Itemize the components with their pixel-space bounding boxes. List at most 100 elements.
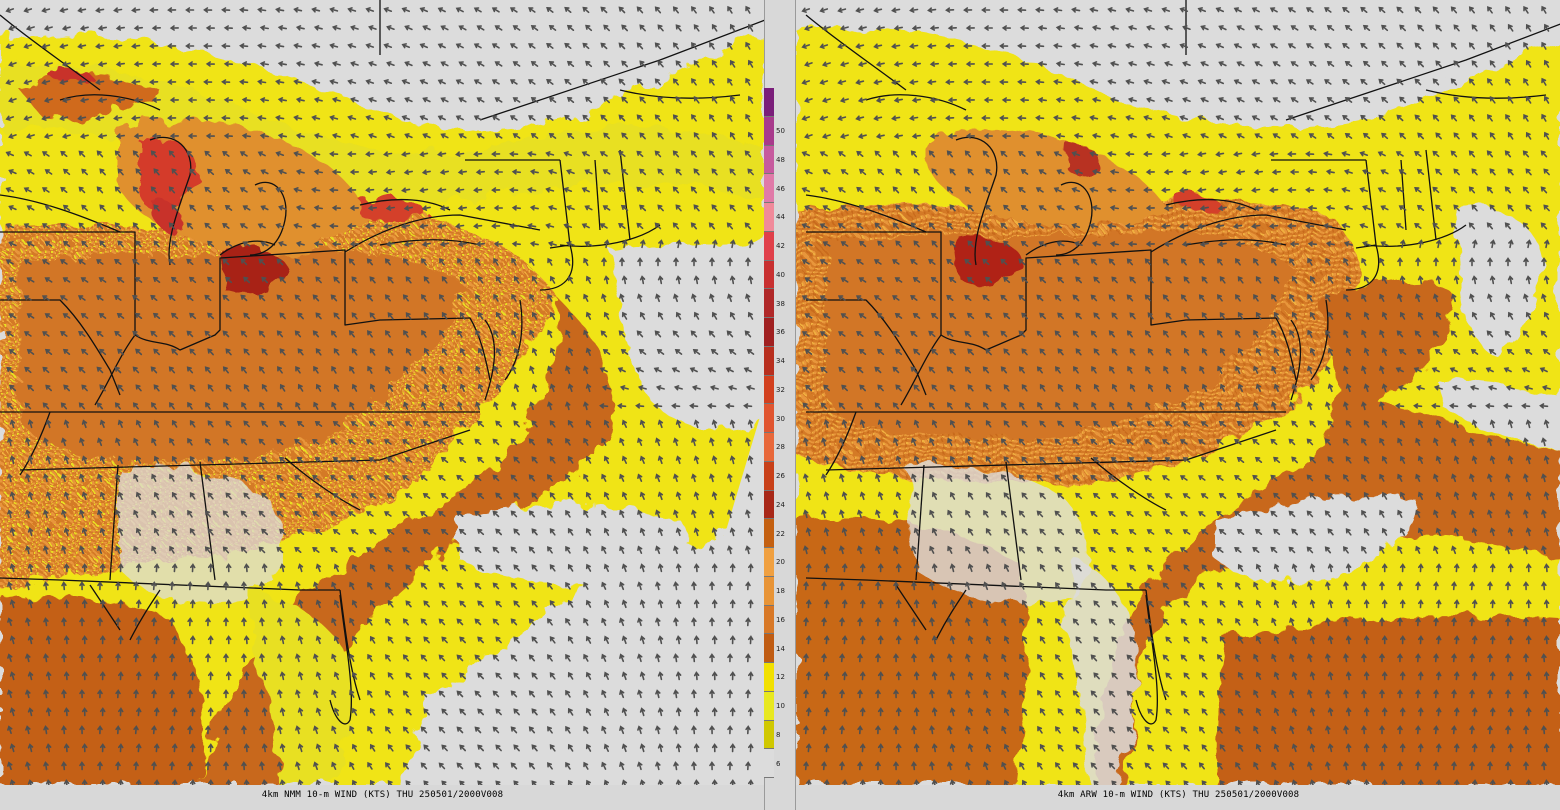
- wind-arrow: [1181, 365, 1187, 374]
- wind-arrow: [530, 133, 539, 139]
- wind-arrow: [1327, 707, 1334, 717]
- wind-arrow: [1525, 491, 1532, 501]
- wind-arrow: [637, 437, 643, 446]
- wind-arrow: [313, 689, 319, 699]
- wind-arrow: [1273, 635, 1279, 644]
- wind-arrow: [297, 671, 304, 681]
- wind-arrow: [672, 186, 680, 194]
- wind-arrow: [693, 527, 700, 537]
- wind-arrow: [657, 707, 664, 717]
- wind-arrow: [1145, 205, 1155, 211]
- wind-arrow: [1507, 563, 1514, 573]
- wind-arrow: [205, 653, 211, 663]
- wind-arrow: [1435, 527, 1442, 536]
- wind-arrow: [153, 348, 160, 356]
- wind-arrow: [1057, 312, 1064, 320]
- wind-arrow: [893, 545, 899, 555]
- wind-arrow: [603, 527, 610, 536]
- wind-arrow: [1325, 169, 1335, 175]
- wind-arrow: [135, 384, 142, 392]
- wind-arrow: [1508, 239, 1514, 249]
- wind-arrow: [1253, 653, 1259, 662]
- wind-arrow: [495, 420, 502, 428]
- wind-arrow: [1291, 492, 1298, 500]
- wind-arrow: [1109, 25, 1119, 31]
- wind-arrow: [839, 761, 845, 771]
- wind-arrow: [1001, 725, 1007, 734]
- wind-arrow: [5, 7, 15, 13]
- wind-arrow: [405, 312, 412, 320]
- wind-arrow: [1039, 635, 1046, 644]
- wind-arrow: [1287, 115, 1296, 121]
- wind-arrow: [1163, 205, 1173, 211]
- wind-arrow: [949, 635, 956, 645]
- wind-arrow: [727, 653, 733, 663]
- wind-arrow: [804, 25, 813, 31]
- wind-arrow: [1271, 329, 1277, 338]
- wind-arrow: [1125, 79, 1135, 85]
- wind-arrow: [277, 401, 283, 410]
- wind-arrow: [458, 25, 467, 31]
- wind-arrow: [931, 635, 938, 645]
- wind-arrow: [333, 779, 339, 785]
- wind-arrow: [567, 527, 574, 536]
- wind-arrow: [367, 169, 377, 175]
- wind-arrow: [1307, 761, 1313, 771]
- wind-arrow: [1343, 205, 1353, 211]
- wind-arrow: [1233, 151, 1243, 157]
- wind-arrow: [981, 7, 991, 13]
- wind-arrow: [801, 115, 811, 121]
- wind-arrow: [1057, 672, 1064, 680]
- wind-arrow: [548, 97, 557, 103]
- wind-arrow: [1071, 7, 1081, 13]
- wind-arrow: [873, 295, 882, 301]
- wind-arrow: [747, 419, 754, 429]
- wind-arrow: [276, 546, 284, 554]
- wind-arrow: [877, 779, 884, 785]
- wind-arrow: [295, 725, 301, 735]
- wind-arrow: [79, 653, 85, 663]
- wind-arrow: [803, 581, 809, 591]
- wind-arrow: [1147, 636, 1154, 644]
- wind-arrow: [1036, 330, 1044, 338]
- wind-arrow: [458, 492, 467, 499]
- wind-arrow: [895, 707, 902, 717]
- wind-arrow: [131, 7, 141, 13]
- wind-arrow: [1324, 474, 1332, 482]
- wind-arrow: [711, 275, 718, 285]
- wind-arrow: [189, 420, 196, 428]
- wind-arrow: [548, 25, 557, 31]
- wind-arrow: [383, 223, 393, 229]
- wind-arrow: [1003, 420, 1010, 428]
- wind-arrow: [458, 528, 467, 535]
- wind-arrow: [1128, 457, 1137, 463]
- wind-arrow: [1253, 365, 1259, 374]
- wind-arrow: [565, 689, 571, 698]
- wind-arrow: [1525, 707, 1532, 717]
- wind-arrow: [203, 79, 213, 85]
- wind-arrow: [745, 653, 751, 663]
- wind-arrow: [367, 689, 373, 698]
- wind-arrow: [1418, 599, 1424, 609]
- wind-arrow: [63, 527, 70, 537]
- wind-arrow: [225, 671, 232, 681]
- wind-arrow: [711, 527, 718, 537]
- wind-arrow: [637, 385, 647, 391]
- wind-arrow: [1093, 348, 1100, 356]
- wind-arrow: [929, 437, 935, 446]
- wind-arrow: [965, 61, 975, 67]
- wind-arrow: [1038, 241, 1047, 247]
- wind-arrow: [79, 509, 85, 519]
- wind-arrow: [1363, 455, 1370, 464]
- wind-arrow: [857, 509, 863, 519]
- wind-arrow: [1090, 582, 1098, 590]
- wind-arrow: [1507, 204, 1514, 212]
- wind-arrow: [27, 419, 34, 429]
- wind-arrow: [693, 779, 700, 785]
- wind-arrow: [1468, 6, 1475, 14]
- wind-arrow: [1161, 223, 1171, 229]
- wind-arrow: [967, 599, 974, 609]
- wind-arrow: [1273, 492, 1281, 500]
- wind-arrow: [803, 509, 809, 519]
- wind-arrow: [1198, 294, 1205, 302]
